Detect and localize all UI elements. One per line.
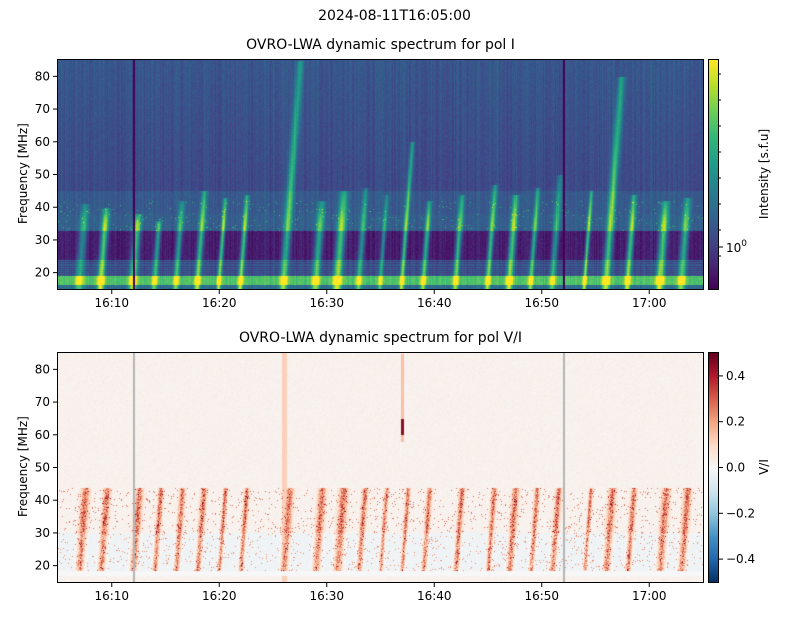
y-tick-label: 40	[35, 493, 50, 507]
panel2-title: OVRO-LWA dynamic spectrum for pol V/I	[238, 330, 523, 346]
colorbar2-tick-label: 0.4	[726, 369, 745, 383]
stokes-i-heatmap	[58, 60, 703, 289]
x-tick-label: 16:40	[417, 296, 452, 310]
x-tick-label: 16:20	[202, 589, 237, 603]
x-tick-label: 16:10	[94, 296, 129, 310]
y-tick-label: 20	[35, 266, 50, 280]
panel1-title: OVRO-LWA dynamic spectrum for pol I	[246, 37, 515, 53]
panel2-colorbar	[708, 352, 719, 583]
y-tick-label: 30	[35, 526, 50, 540]
x-tick-label: 16:30	[309, 589, 344, 603]
y-tick-label: 80	[35, 69, 50, 83]
colorbar1-tick-label: 100	[726, 239, 747, 255]
colorbar2-tick-label: −0.4	[726, 552, 755, 566]
x-tick-label: 16:50	[524, 589, 559, 603]
y-tick-label: 50	[35, 461, 50, 475]
y-tick-label: 30	[35, 233, 50, 247]
x-tick-label: 16:10	[94, 589, 129, 603]
colorbar2-tick-label: −0.2	[726, 506, 755, 520]
y-tick-label: 80	[35, 362, 50, 376]
y-tick-label: 70	[35, 102, 50, 116]
colorbar2-tick-label: 0.0	[726, 461, 745, 475]
panel2-spectrogram	[57, 352, 704, 583]
y-tick-label: 40	[35, 200, 50, 214]
figure-title: 2024-08-11T16:05:00	[318, 8, 471, 24]
y-tick-label: 60	[35, 135, 50, 149]
panel1-ylabel: Frequency [MHz]	[16, 123, 30, 224]
colorbar2-tick-label: 0.2	[726, 415, 745, 429]
x-tick-label: 16:30	[309, 296, 344, 310]
viridis-colorbar	[709, 60, 718, 289]
rdbu-colorbar	[709, 353, 718, 582]
y-tick-label: 50	[35, 168, 50, 182]
colorbar2-label: V/I	[757, 459, 771, 475]
panel1-spectrogram	[57, 59, 704, 290]
x-tick-label: 17:00	[632, 589, 667, 603]
y-tick-label: 60	[35, 428, 50, 442]
x-tick-label: 16:50	[524, 296, 559, 310]
panel2-ylabel: Frequency [MHz]	[16, 416, 30, 517]
colorbar1-label: Intensity [s.f.u]	[757, 128, 771, 220]
panel1-colorbar	[708, 59, 719, 290]
y-tick-label: 70	[35, 395, 50, 409]
stokes-vi-heatmap	[58, 353, 703, 582]
y-tick-label: 20	[35, 559, 50, 573]
x-tick-label: 17:00	[632, 296, 667, 310]
x-tick-label: 16:20	[202, 296, 237, 310]
x-tick-label: 16:40	[417, 589, 452, 603]
